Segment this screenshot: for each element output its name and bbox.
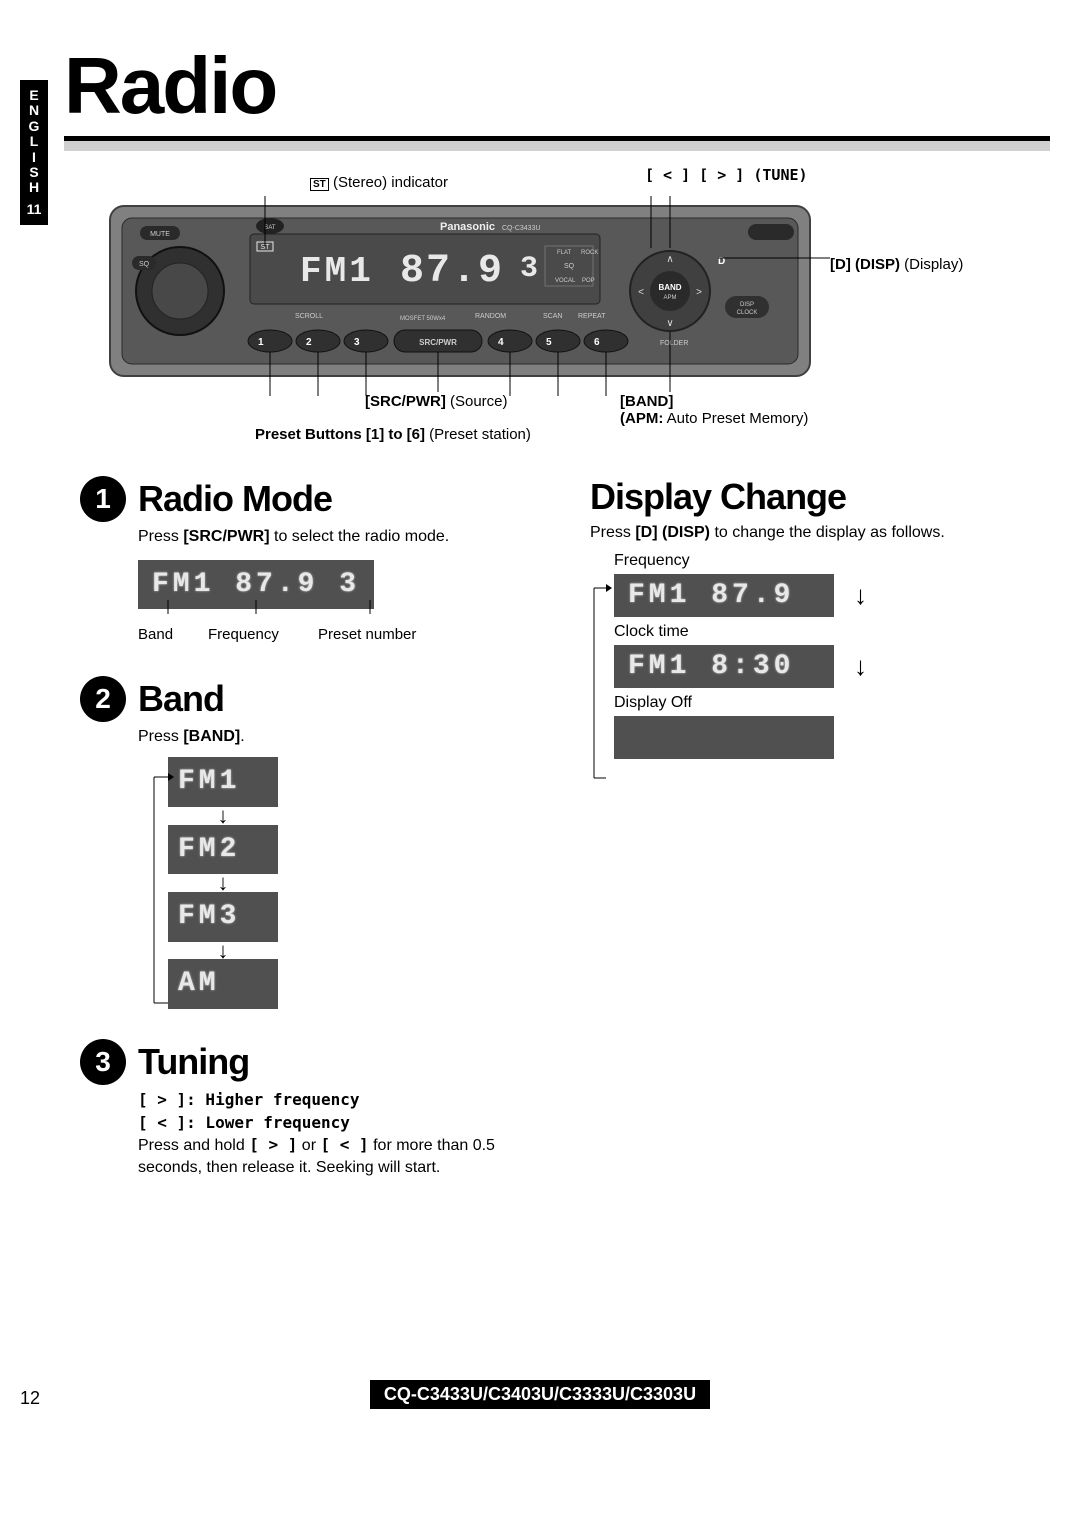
- tab-page-number: 11: [20, 202, 48, 217]
- svg-text:5: 5: [546, 337, 552, 348]
- arrow-down-icon: ↓: [168, 942, 278, 960]
- section-band: 2 Band Press [BAND]. FM1 ↓ FM: [80, 676, 540, 1010]
- svg-text:REPEAT: REPEAT: [578, 313, 606, 320]
- section-title: Radio Mode: [138, 478, 332, 520]
- step-number-3: 3: [80, 1039, 126, 1085]
- svg-text:FOLDER: FOLDER: [660, 340, 688, 347]
- svg-text:APM: APM: [663, 295, 676, 301]
- label-clock: Clock time: [614, 623, 1050, 641]
- svg-text:CLOCK: CLOCK: [737, 310, 758, 316]
- label-display-off: Display Off: [614, 694, 1050, 712]
- svg-text:3: 3: [520, 252, 538, 286]
- stereo-badge: ST: [310, 178, 329, 191]
- svg-text:SQ: SQ: [564, 263, 575, 270]
- callout-tune: [ < ] [ > ] (TUNE): [645, 166, 808, 184]
- title-grey-bar: [64, 141, 1050, 151]
- svg-text:1: 1: [258, 337, 264, 348]
- arrow-down-icon: ↓: [854, 580, 867, 611]
- lcd-fm1: FM1: [168, 757, 278, 807]
- svg-text:CQ-C3433U: CQ-C3433U: [502, 225, 541, 232]
- svg-text:SCAN: SCAN: [543, 313, 562, 320]
- svg-text:87.9: 87.9: [400, 249, 504, 294]
- lcd-disp-off: [614, 716, 834, 759]
- lang-letters: ENGLISH: [20, 88, 48, 196]
- label-frequency: Frequency: [614, 552, 1050, 570]
- preset-buttons: 1 2 3 4 5 6 SRC/PWR: [248, 330, 628, 352]
- radio-face-svg: MUTE SQ FM1 87.9 3 ST FLAT ROCK SQ VOCAL…: [100, 196, 830, 396]
- arrow-down-icon: ↓: [854, 651, 867, 682]
- svg-text:MOSFET 50Wx4: MOSFET 50Wx4: [400, 316, 446, 322]
- svg-text:FLAT: FLAT: [557, 250, 572, 256]
- step-number-1: 1: [80, 476, 126, 522]
- step-number-2: 2: [80, 676, 126, 722]
- lcd-am: AM: [168, 959, 278, 1009]
- section-title: Display Change: [590, 476, 1050, 518]
- svg-text:2: 2: [306, 337, 312, 348]
- svg-text:<: <: [638, 287, 644, 298]
- callout-stereo: ST (Stereo) indicator: [310, 174, 448, 191]
- svg-text:SRC/PWR: SRC/PWR: [419, 338, 457, 347]
- svg-text:>: >: [696, 287, 702, 298]
- lcd-fm2: FM2: [168, 825, 278, 875]
- lcd-fm3: FM3: [168, 892, 278, 942]
- lcd-disp-clock: FM1 8:30: [614, 645, 834, 688]
- footer: CQ-C3433U/C3403U/C3333U/C3303U: [0, 1380, 1080, 1409]
- arrow-down-icon: ↓: [168, 874, 278, 892]
- svg-text:SQ: SQ: [139, 261, 150, 268]
- svg-text:ROCK: ROCK: [581, 250, 598, 256]
- svg-text:BAND: BAND: [658, 283, 681, 292]
- svg-text:3: 3: [354, 337, 360, 348]
- lcd-disp-freq: FM1 87.9: [614, 574, 834, 617]
- svg-text:4: 4: [498, 337, 504, 348]
- arrow-down-icon: ↓: [168, 807, 278, 825]
- svg-text:Panasonic: Panasonic: [440, 221, 495, 233]
- callout-disp: [D] (DISP) (Display): [830, 256, 963, 273]
- section-radio-mode: 1 Radio Mode Press [SRC/PWR] to select t…: [80, 476, 540, 646]
- svg-text:RANDOM: RANDOM: [475, 313, 506, 320]
- svg-text:∧: ∧: [666, 254, 673, 265]
- svg-text:SCROLL: SCROLL: [295, 313, 323, 320]
- svg-text:DISP: DISP: [740, 302, 754, 308]
- section-title: Tuning: [138, 1041, 249, 1083]
- callout-preset: Preset Buttons [1] to [6] (Preset statio…: [255, 426, 531, 443]
- section-tuning: 3 Tuning [ > ]: Higher frequency [ < ]: …: [80, 1039, 540, 1178]
- section-display-change: Display Change Press [D] (DISP) to chang…: [590, 476, 1050, 759]
- page-title: Radio: [64, 40, 1050, 132]
- radio-diagram: ST (Stereo) indicator [ < ] [ > ] (TUNE)…: [100, 176, 1050, 476]
- svg-text:SAT: SAT: [264, 225, 276, 231]
- svg-text:6: 6: [594, 337, 600, 348]
- svg-text:VOCAL: VOCAL: [555, 278, 576, 284]
- language-tab: ENGLISH 11: [20, 80, 48, 225]
- section-title: Band: [138, 678, 224, 720]
- svg-text:POP: POP: [582, 278, 595, 284]
- callout-band: [BAND] (APM: Auto Preset Memory): [620, 393, 808, 427]
- svg-text:FM1: FM1: [300, 251, 374, 292]
- model-bar: CQ-C3433U/C3403U/C3333U/C3303U: [370, 1380, 710, 1409]
- svg-text:∨: ∨: [666, 318, 673, 329]
- label-mute: MUTE: [150, 231, 170, 238]
